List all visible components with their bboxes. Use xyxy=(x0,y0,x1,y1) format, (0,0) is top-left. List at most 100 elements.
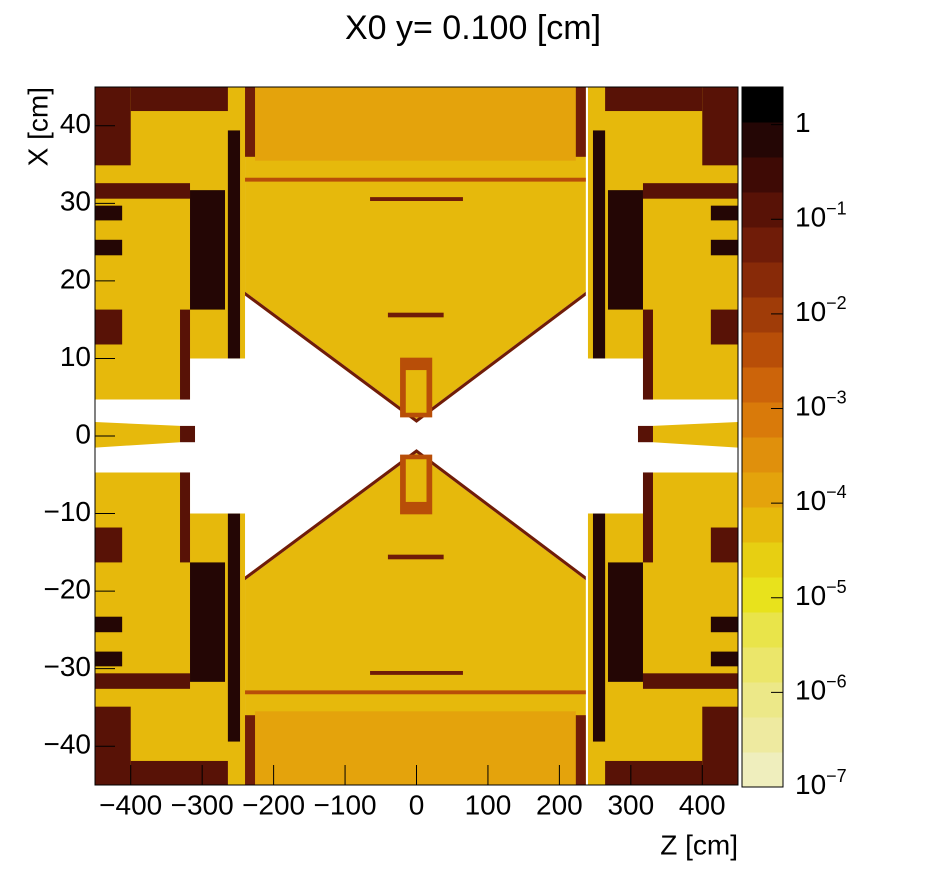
colorbar-step xyxy=(742,472,783,508)
z-tick-label: 10−7 xyxy=(795,766,847,801)
z-tick-exponent: −7 xyxy=(826,766,847,786)
y-tick-label: 30 xyxy=(60,186,91,217)
y-tick-label: 20 xyxy=(60,263,91,294)
z-tick-exponent: −5 xyxy=(826,577,847,597)
colorbar-step xyxy=(742,682,783,718)
material-region xyxy=(607,190,643,310)
z-tick-label: 10−1 xyxy=(795,198,847,233)
x-tick-label: 400 xyxy=(679,789,726,820)
material-region xyxy=(245,177,586,182)
colorbar-step xyxy=(742,332,783,368)
material-region xyxy=(710,309,738,345)
material-region xyxy=(95,205,123,221)
material-region xyxy=(387,312,444,318)
material-region xyxy=(130,87,228,112)
z-tick-base: 10 xyxy=(795,769,826,800)
material-region xyxy=(245,449,417,581)
z-tick-exponent: −6 xyxy=(826,671,847,691)
material-region xyxy=(607,562,643,682)
material-region xyxy=(95,183,191,199)
material-region xyxy=(642,309,653,400)
material-region xyxy=(587,472,738,785)
x-tick-label: −200 xyxy=(242,789,305,820)
material-region xyxy=(245,690,586,695)
z-tick-base: 10 xyxy=(795,202,826,233)
material-region xyxy=(95,651,123,667)
colorbar-step xyxy=(742,192,783,228)
colorbar-step xyxy=(742,227,783,263)
material-region xyxy=(180,425,196,443)
material-region xyxy=(710,651,738,667)
material-region xyxy=(227,130,241,359)
material-region xyxy=(710,239,738,256)
z-tick-exponent: −4 xyxy=(826,482,847,502)
material-region xyxy=(95,87,246,400)
z-tick-base: 10 xyxy=(795,580,826,611)
z-tick-label: 1 xyxy=(795,107,811,138)
z-tick-exponent: −3 xyxy=(826,387,847,407)
z-tick-base: 10 xyxy=(795,391,826,422)
colorbar-step xyxy=(742,612,783,648)
colorbar-step xyxy=(742,367,783,403)
colorbar-frame xyxy=(741,86,784,788)
colorbar-step xyxy=(742,437,783,473)
material-region xyxy=(245,715,256,785)
material-region xyxy=(370,197,463,202)
material-region xyxy=(575,87,586,157)
z-tick-exponent: −2 xyxy=(826,293,847,313)
colorbar-step xyxy=(742,157,783,193)
material-region xyxy=(95,472,246,785)
material-region xyxy=(387,554,444,560)
z-tick-label: 10−5 xyxy=(795,577,847,612)
y-tick-label: −20 xyxy=(44,574,92,605)
material-region xyxy=(95,239,123,256)
material-region xyxy=(95,527,123,563)
material-region xyxy=(245,453,586,785)
material-region xyxy=(180,472,191,563)
material-region xyxy=(637,425,653,443)
material-region xyxy=(405,459,427,502)
material-region xyxy=(255,711,576,785)
x-tick-label: 100 xyxy=(465,789,512,820)
colorbar-step xyxy=(742,647,783,683)
material-region xyxy=(130,760,228,785)
z-tick-base: 10 xyxy=(795,486,826,517)
x-tick-label: 300 xyxy=(607,789,654,820)
y-tick-label: −40 xyxy=(44,729,92,760)
z-tick-exponent: −1 xyxy=(826,198,847,218)
material-region xyxy=(710,205,738,221)
z-tick-base: 10 xyxy=(795,675,826,706)
colorbar-step xyxy=(742,577,783,613)
material-region xyxy=(710,616,738,633)
material-region xyxy=(245,87,586,419)
z-tick-label: 10−2 xyxy=(795,293,847,328)
material-region xyxy=(642,472,653,563)
colorbar-step xyxy=(742,507,783,543)
colorbar-step xyxy=(742,87,783,123)
y-tick-label: 0 xyxy=(75,418,91,449)
material-region xyxy=(710,527,738,563)
colorbar-step xyxy=(742,297,783,333)
colorbar-step xyxy=(742,717,783,753)
material-region xyxy=(190,562,226,682)
material-region xyxy=(370,670,463,675)
y-axis-label: X [cm] xyxy=(22,87,53,166)
colorbar-step xyxy=(742,262,783,298)
plot-area xyxy=(95,87,738,785)
z-tick-base: 10 xyxy=(795,296,826,327)
material-region xyxy=(245,87,256,157)
x-tick-label: 0 xyxy=(409,789,425,820)
z-tick-label: 10−6 xyxy=(795,671,847,706)
material-region xyxy=(592,130,606,359)
material-region xyxy=(255,87,576,161)
material-region xyxy=(605,87,703,112)
x-tick-label: −100 xyxy=(314,789,377,820)
material-region xyxy=(605,760,703,785)
material-region xyxy=(642,673,738,689)
y-tick-label: −10 xyxy=(44,496,92,527)
colorbar-step xyxy=(742,402,783,438)
x-tick-label: 200 xyxy=(536,789,583,820)
material-region xyxy=(95,673,191,689)
material-region xyxy=(592,513,606,742)
material-region xyxy=(642,183,738,199)
